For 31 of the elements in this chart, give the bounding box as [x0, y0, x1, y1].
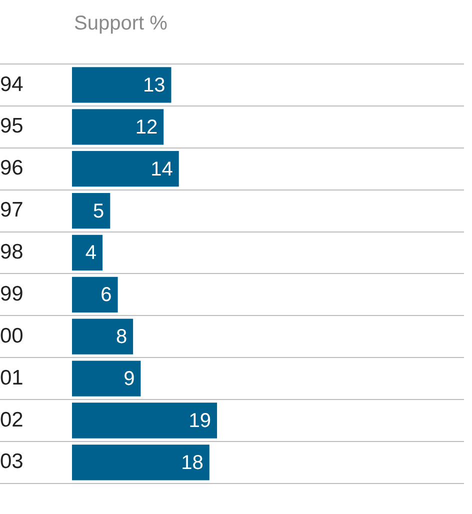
y-tick-label: 01	[0, 366, 24, 390]
bar	[72, 318, 134, 354]
bar	[72, 402, 218, 438]
data-label: 9	[124, 368, 135, 390]
bar	[72, 444, 210, 480]
y-tick-label: 97	[0, 198, 24, 222]
y-tick-label: 02	[0, 408, 24, 432]
data-label: 6	[100, 284, 112, 306]
y-tick-label: 03	[0, 450, 24, 474]
data-label: 5	[93, 200, 104, 222]
bar	[72, 192, 110, 229]
data-label: 12	[135, 116, 158, 138]
y-tick-label: 98	[0, 240, 24, 264]
y-tick-label: 00	[0, 324, 24, 348]
data-label: 4	[85, 242, 97, 264]
data-label: 14	[150, 158, 173, 180]
data-label: 13	[142, 74, 166, 96]
bar	[72, 67, 172, 103]
bar	[72, 276, 118, 312]
bar	[72, 234, 103, 271]
bar	[72, 109, 164, 145]
y-tick-label: 96	[0, 156, 24, 180]
data-label: 18	[181, 452, 204, 474]
bar	[72, 151, 179, 187]
bar	[72, 360, 141, 396]
y-tick-label: 95	[0, 114, 24, 138]
data-label: 8	[116, 326, 128, 348]
y-tick-label: 94	[0, 72, 24, 96]
data-label: 19	[188, 410, 212, 432]
chart-title: Support %	[74, 12, 168, 35]
y-tick-label: 99	[0, 282, 24, 306]
